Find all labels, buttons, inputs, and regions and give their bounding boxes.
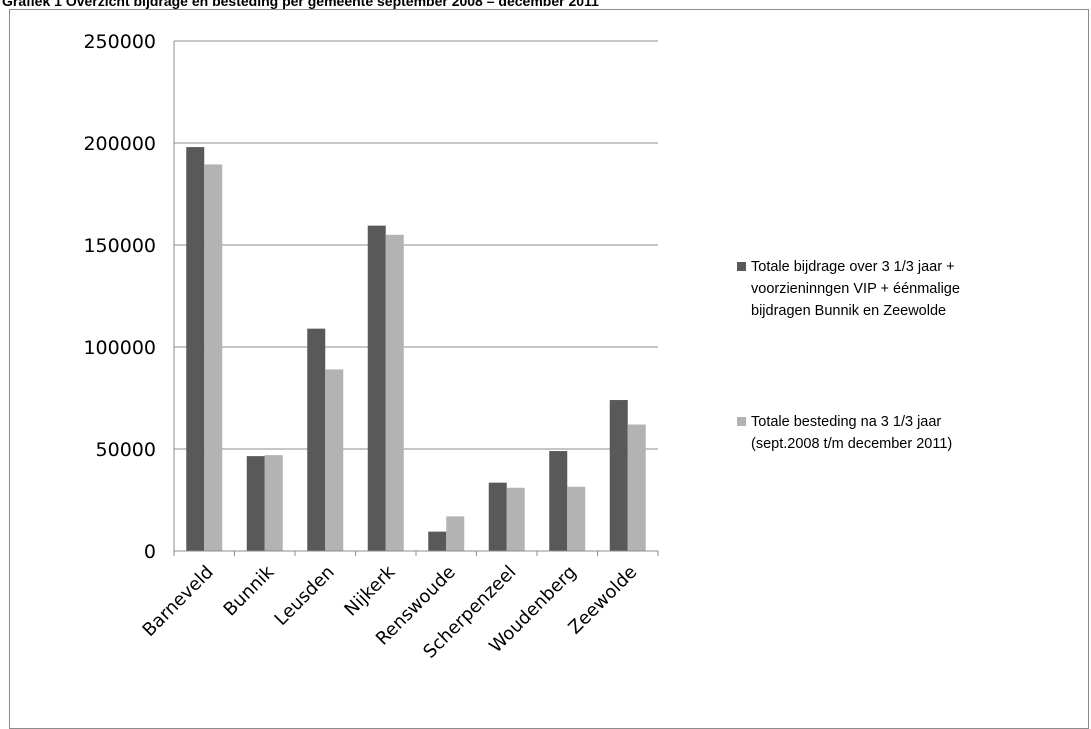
legend-label: (sept.2008 t/m december 2011) [751,436,952,452]
bar-barneveld-series-2 [204,164,223,552]
legend: Totale bijdrage over 3 1/3 jaar + voorzie… [737,259,960,452]
x-tick-label: Barneveld [139,562,218,641]
bar-bunnik-series-1 [246,456,265,551]
bar-nijkerk-series-2 [385,234,404,552]
legend-label: voorzieninngen VIP + éénmalige [751,281,960,297]
legend-label: Totale besteding na 3 1/3 jaar [751,414,941,430]
bar-leusden-series-2 [325,369,344,551]
gridlines [174,40,658,450]
y-tick-label: 250000 [83,31,156,53]
legend-label: bijdragen Bunnik en Zeewolde [751,303,946,319]
chart-heading: Grafiek 1 Overzicht bijdrage en bestedin… [2,0,599,9]
bar-bunnik-series-2 [264,455,283,551]
legend-swatch [737,417,746,426]
x-tick-label: Nijkerk [340,561,399,620]
y-tick-label: 150000 [83,235,156,257]
bars [186,147,646,552]
y-tick-label: 0 [144,541,156,563]
legend-swatch [737,262,746,271]
bar-woudenberg-series-2 [567,486,586,551]
axes [173,41,659,556]
bar-scherpenzeel-series-1 [488,482,507,551]
y-tick-label: 100000 [83,337,156,359]
y-tick-label: 50000 [96,439,156,461]
legend-label: Totale bijdrage over 3 1/3 jaar + [751,259,955,275]
bar-barneveld-series-1 [186,147,205,551]
x-tick-label: Bunnik [220,561,279,620]
bar-renswoude-series-1 [428,531,447,551]
y-tick-label: 200000 [83,133,156,155]
y-tick-labels: 0 50000 100000 150000 200000 250000 [83,31,156,563]
bar-woudenberg-series-1 [549,451,568,551]
x-tick-label: Leusden [271,562,339,630]
bar-leusden-series-1 [307,328,326,551]
bar-zeewolde-series-2 [627,424,646,551]
bar-zeewolde-series-1 [609,400,628,551]
bar-renswoude-series-2 [446,516,465,551]
bar-nijkerk-series-1 [367,225,386,551]
bar-scherpenzeel-series-2 [506,487,525,551]
